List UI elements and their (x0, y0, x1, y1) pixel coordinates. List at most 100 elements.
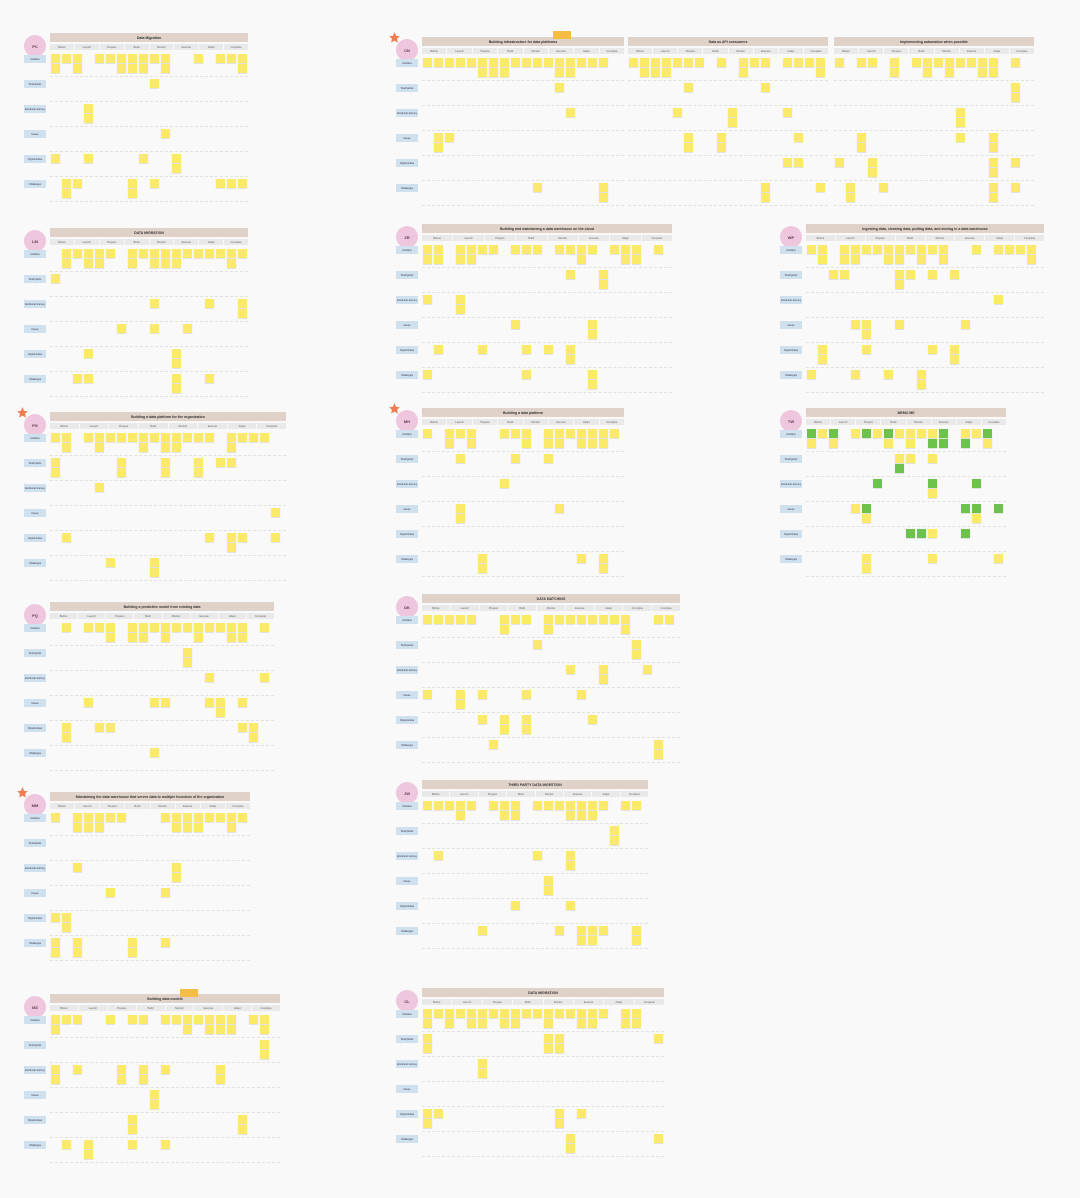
comment-note[interactable] (180, 989, 198, 997)
sticky-note[interactable] (857, 143, 866, 152)
sticky-note[interactable] (972, 504, 981, 513)
sticky-note[interactable] (555, 1109, 564, 1118)
sticky-note[interactable] (577, 429, 586, 438)
sticky-note[interactable] (51, 54, 60, 63)
sticky-note[interactable] (994, 554, 1003, 563)
sticky-note[interactable] (599, 675, 608, 684)
sticky-note[interactable] (467, 429, 476, 438)
sticky-note[interactable] (599, 280, 608, 289)
sticky-note[interactable] (862, 245, 871, 254)
sticky-note[interactable] (599, 439, 608, 448)
sticky-note[interactable] (51, 813, 60, 822)
sticky-note[interactable] (928, 429, 937, 438)
sticky-note[interactable] (467, 1009, 476, 1018)
sticky-note[interactable] (599, 429, 608, 438)
sticky-note[interactable] (249, 733, 258, 742)
sticky-note[interactable] (423, 295, 432, 304)
sticky-note[interactable] (588, 439, 597, 448)
sticky-note[interactable] (271, 508, 280, 517)
sticky-note[interactable] (84, 259, 93, 268)
sticky-note[interactable] (150, 1090, 159, 1099)
sticky-note[interactable] (73, 54, 82, 63)
sticky-note[interactable] (739, 58, 748, 67)
sticky-note[interactable] (884, 370, 893, 379)
sticky-note[interactable] (478, 690, 487, 699)
sticky-note[interactable] (106, 1015, 115, 1024)
sticky-note[interactable] (161, 458, 170, 467)
sticky-note[interactable] (522, 245, 531, 254)
sticky-note[interactable] (956, 133, 965, 142)
sticky-note[interactable] (150, 249, 159, 258)
sticky-note[interactable] (139, 54, 148, 63)
sticky-note[interactable] (989, 183, 998, 192)
sticky-note[interactable] (128, 1125, 137, 1134)
sticky-note[interactable] (555, 429, 564, 438)
sticky-note[interactable] (172, 164, 181, 173)
sticky-note[interactable] (183, 658, 192, 667)
sticky-note[interactable] (577, 936, 586, 945)
sticky-note[interactable] (456, 615, 465, 624)
sticky-note[interactable] (467, 615, 476, 624)
sticky-note[interactable] (194, 433, 203, 442)
sticky-note[interactable] (73, 948, 82, 957)
sticky-note[interactable] (238, 723, 247, 732)
sticky-note[interactable] (423, 255, 432, 264)
sticky-note[interactable] (150, 1100, 159, 1109)
sticky-note[interactable] (829, 270, 838, 279)
sticky-note[interactable] (750, 58, 759, 67)
sticky-note[interactable] (533, 183, 542, 192)
sticky-note[interactable] (128, 1115, 137, 1124)
sticky-note[interactable] (227, 533, 236, 542)
sticky-note[interactable] (456, 504, 465, 513)
sticky-note[interactable] (717, 133, 726, 142)
sticky-note[interactable] (139, 1065, 148, 1074)
sticky-note[interactable] (150, 568, 159, 577)
sticky-note[interactable] (588, 1009, 597, 1018)
sticky-note[interactable] (117, 468, 126, 477)
sticky-note[interactable] (139, 1075, 148, 1084)
sticky-note[interactable] (662, 68, 671, 77)
sticky-note[interactable] (807, 429, 816, 438)
sticky-note[interactable] (989, 68, 998, 77)
sticky-note[interactable] (956, 58, 965, 67)
sticky-note[interactable] (51, 1075, 60, 1084)
sticky-note[interactable] (73, 179, 82, 188)
sticky-note[interactable] (489, 801, 498, 810)
sticky-note[interactable] (260, 433, 269, 442)
sticky-note[interactable] (478, 926, 487, 935)
sticky-note[interactable] (238, 249, 247, 258)
sticky-note[interactable] (73, 64, 82, 73)
sticky-note[interactable] (150, 299, 159, 308)
sticky-note[interactable] (588, 58, 597, 67)
sticky-note[interactable] (895, 270, 904, 279)
sticky-note[interactable] (1011, 58, 1020, 67)
sticky-note[interactable] (599, 564, 608, 573)
sticky-note[interactable] (205, 698, 214, 707)
avatar[interactable]: WP (780, 226, 802, 248)
sticky-note[interactable] (51, 948, 60, 957)
sticky-note[interactable] (906, 454, 915, 463)
sticky-note[interactable] (161, 443, 170, 452)
sticky-note[interactable] (728, 118, 737, 127)
sticky-note[interactable] (577, 926, 586, 935)
sticky-note[interactable] (161, 64, 170, 73)
sticky-note[interactable] (51, 1065, 60, 1074)
sticky-note[interactable] (522, 439, 531, 448)
sticky-note[interactable] (84, 433, 93, 442)
sticky-note[interactable] (983, 439, 992, 448)
sticky-note[interactable] (599, 1009, 608, 1018)
sticky-note[interactable] (62, 1015, 71, 1024)
sticky-note[interactable] (566, 1144, 575, 1153)
sticky-note[interactable] (522, 429, 531, 438)
sticky-note[interactable] (161, 623, 170, 632)
sticky-note[interactable] (895, 320, 904, 329)
sticky-note[interactable] (434, 615, 443, 624)
sticky-note[interactable] (216, 1075, 225, 1084)
sticky-note[interactable] (216, 1025, 225, 1034)
sticky-note[interactable] (588, 1019, 597, 1028)
sticky-note[interactable] (489, 68, 498, 77)
sticky-note[interactable] (862, 514, 871, 523)
sticky-note[interactable] (227, 633, 236, 642)
sticky-note[interactable] (161, 1140, 170, 1149)
sticky-note[interactable] (588, 370, 597, 379)
